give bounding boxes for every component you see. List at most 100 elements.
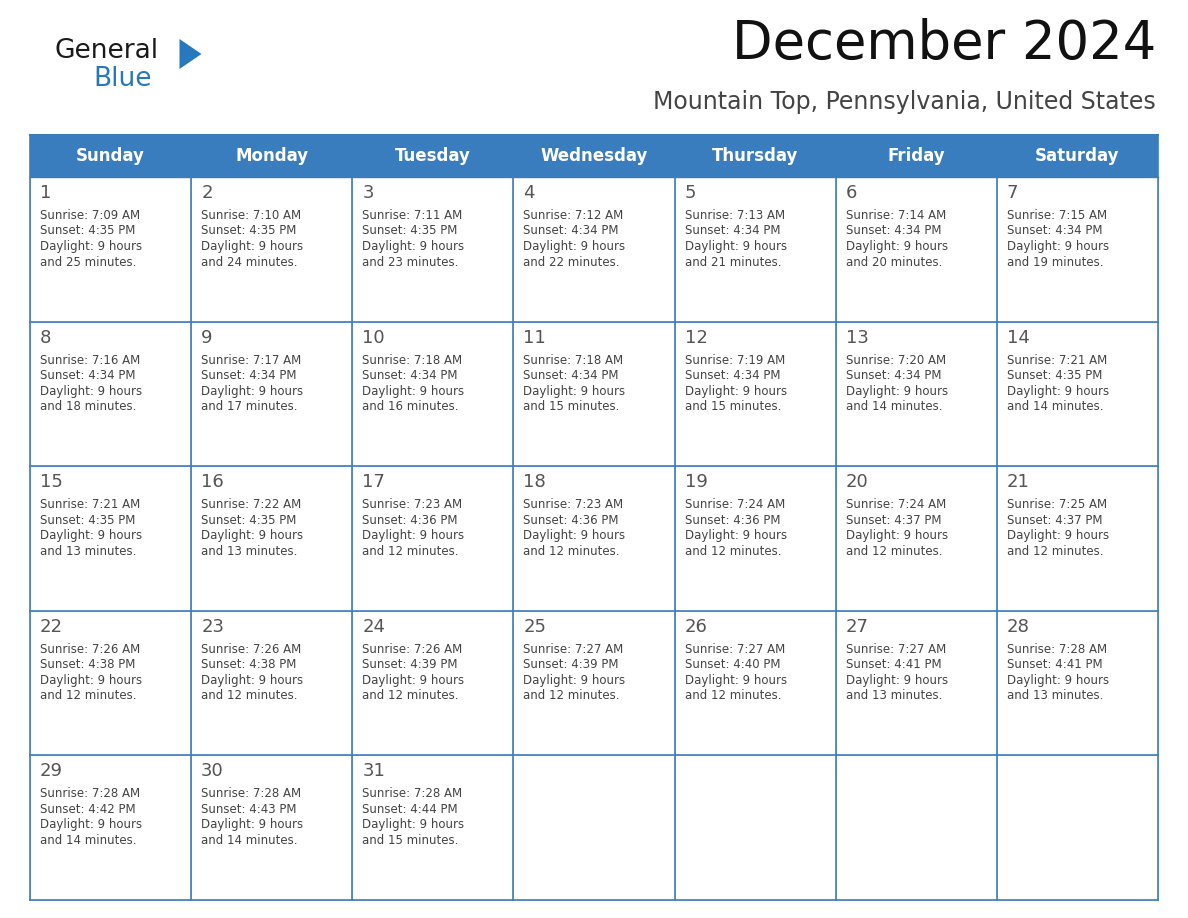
Text: and 14 minutes.: and 14 minutes. <box>846 400 942 413</box>
Text: Daylight: 9 hours: Daylight: 9 hours <box>1007 674 1108 687</box>
Text: and 12 minutes.: and 12 minutes. <box>40 689 137 702</box>
Text: and 12 minutes.: and 12 minutes. <box>684 689 781 702</box>
Text: and 12 minutes.: and 12 minutes. <box>1007 544 1104 558</box>
Text: Daylight: 9 hours: Daylight: 9 hours <box>40 819 143 832</box>
Text: Sunrise: 7:11 AM: Sunrise: 7:11 AM <box>362 209 462 222</box>
Text: Blue: Blue <box>93 66 152 92</box>
Text: 8: 8 <box>40 329 51 347</box>
Text: and 12 minutes.: and 12 minutes. <box>684 544 781 558</box>
Text: Sunset: 4:37 PM: Sunset: 4:37 PM <box>1007 514 1102 527</box>
Text: 29: 29 <box>40 763 63 780</box>
Polygon shape <box>179 39 202 69</box>
Text: Mountain Top, Pennsylvania, United States: Mountain Top, Pennsylvania, United State… <box>653 90 1156 114</box>
Text: Sunrise: 7:16 AM: Sunrise: 7:16 AM <box>40 353 140 366</box>
Text: and 21 minutes.: and 21 minutes. <box>684 255 781 268</box>
Text: Daylight: 9 hours: Daylight: 9 hours <box>684 529 786 543</box>
Text: Daylight: 9 hours: Daylight: 9 hours <box>684 240 786 253</box>
Text: 21: 21 <box>1007 473 1030 491</box>
Text: Daylight: 9 hours: Daylight: 9 hours <box>684 674 786 687</box>
Bar <box>835 466 997 610</box>
Bar <box>353 321 513 466</box>
Text: 9: 9 <box>201 329 213 347</box>
Text: Sunrise: 7:28 AM: Sunrise: 7:28 AM <box>362 788 462 800</box>
Text: Sunset: 4:35 PM: Sunset: 4:35 PM <box>201 225 297 238</box>
Bar <box>353 610 513 756</box>
Text: Sunrise: 7:09 AM: Sunrise: 7:09 AM <box>40 209 140 222</box>
Text: Daylight: 9 hours: Daylight: 9 hours <box>1007 385 1108 397</box>
Text: Sunset: 4:34 PM: Sunset: 4:34 PM <box>524 225 619 238</box>
Text: Friday: Friday <box>887 147 946 165</box>
Text: and 22 minutes.: and 22 minutes. <box>524 255 620 268</box>
Text: and 25 minutes.: and 25 minutes. <box>40 255 137 268</box>
Text: and 12 minutes.: and 12 minutes. <box>362 544 459 558</box>
Text: 22: 22 <box>40 618 63 636</box>
Text: Monday: Monday <box>235 147 308 165</box>
Text: Sunrise: 7:28 AM: Sunrise: 7:28 AM <box>40 788 140 800</box>
Text: Sunrise: 7:23 AM: Sunrise: 7:23 AM <box>362 498 462 511</box>
Text: 18: 18 <box>524 473 546 491</box>
Text: and 13 minutes.: and 13 minutes. <box>40 544 137 558</box>
Text: Sunrise: 7:28 AM: Sunrise: 7:28 AM <box>1007 643 1107 655</box>
Text: Sunset: 4:35 PM: Sunset: 4:35 PM <box>201 514 297 527</box>
Text: Sunrise: 7:26 AM: Sunrise: 7:26 AM <box>201 643 302 655</box>
Bar <box>675 756 835 900</box>
Text: Sunrise: 7:21 AM: Sunrise: 7:21 AM <box>40 498 140 511</box>
Text: Sunset: 4:35 PM: Sunset: 4:35 PM <box>40 225 135 238</box>
Text: Sunset: 4:36 PM: Sunset: 4:36 PM <box>524 514 619 527</box>
Text: Daylight: 9 hours: Daylight: 9 hours <box>362 240 465 253</box>
Bar <box>513 135 675 177</box>
Text: and 15 minutes.: and 15 minutes. <box>524 400 620 413</box>
Text: Sunset: 4:34 PM: Sunset: 4:34 PM <box>846 225 941 238</box>
Text: Sunset: 4:35 PM: Sunset: 4:35 PM <box>40 514 135 527</box>
Text: Sunrise: 7:23 AM: Sunrise: 7:23 AM <box>524 498 624 511</box>
Text: Daylight: 9 hours: Daylight: 9 hours <box>362 385 465 397</box>
Text: Sunset: 4:35 PM: Sunset: 4:35 PM <box>362 225 457 238</box>
Text: Sunrise: 7:18 AM: Sunrise: 7:18 AM <box>524 353 624 366</box>
Text: Sunset: 4:40 PM: Sunset: 4:40 PM <box>684 658 781 671</box>
Text: and 20 minutes.: and 20 minutes. <box>846 255 942 268</box>
Text: Sunrise: 7:26 AM: Sunrise: 7:26 AM <box>40 643 140 655</box>
Text: Daylight: 9 hours: Daylight: 9 hours <box>201 529 303 543</box>
Text: Daylight: 9 hours: Daylight: 9 hours <box>40 529 143 543</box>
Bar <box>835 321 997 466</box>
Text: Daylight: 9 hours: Daylight: 9 hours <box>684 385 786 397</box>
Bar <box>353 756 513 900</box>
Text: Sunset: 4:34 PM: Sunset: 4:34 PM <box>40 369 135 382</box>
Bar <box>835 135 997 177</box>
Text: Sunset: 4:34 PM: Sunset: 4:34 PM <box>524 369 619 382</box>
Text: Sunrise: 7:14 AM: Sunrise: 7:14 AM <box>846 209 946 222</box>
Text: Sunrise: 7:27 AM: Sunrise: 7:27 AM <box>846 643 946 655</box>
Text: 19: 19 <box>684 473 707 491</box>
Bar <box>675 610 835 756</box>
Bar <box>30 321 191 466</box>
Text: Sunset: 4:41 PM: Sunset: 4:41 PM <box>1007 658 1102 671</box>
Text: Sunset: 4:41 PM: Sunset: 4:41 PM <box>846 658 941 671</box>
Bar <box>513 466 675 610</box>
Text: Sunday: Sunday <box>76 147 145 165</box>
Text: 14: 14 <box>1007 329 1030 347</box>
Text: Sunset: 4:37 PM: Sunset: 4:37 PM <box>846 514 941 527</box>
Text: and 14 minutes.: and 14 minutes. <box>40 834 137 847</box>
Text: 11: 11 <box>524 329 546 347</box>
Bar <box>30 135 191 177</box>
Text: Sunrise: 7:26 AM: Sunrise: 7:26 AM <box>362 643 462 655</box>
Text: 26: 26 <box>684 618 707 636</box>
Bar <box>835 610 997 756</box>
Text: and 12 minutes.: and 12 minutes. <box>524 544 620 558</box>
Text: Daylight: 9 hours: Daylight: 9 hours <box>846 674 948 687</box>
Bar <box>997 466 1158 610</box>
Text: Daylight: 9 hours: Daylight: 9 hours <box>846 385 948 397</box>
Bar <box>353 177 513 321</box>
Text: Sunrise: 7:13 AM: Sunrise: 7:13 AM <box>684 209 785 222</box>
Text: 30: 30 <box>201 763 223 780</box>
Text: Sunset: 4:36 PM: Sunset: 4:36 PM <box>684 514 781 527</box>
Text: 24: 24 <box>362 618 385 636</box>
Bar <box>191 321 353 466</box>
Text: Sunrise: 7:17 AM: Sunrise: 7:17 AM <box>201 353 302 366</box>
Text: and 12 minutes.: and 12 minutes. <box>524 689 620 702</box>
Text: Sunset: 4:34 PM: Sunset: 4:34 PM <box>362 369 457 382</box>
Text: and 17 minutes.: and 17 minutes. <box>201 400 298 413</box>
Bar <box>353 135 513 177</box>
Text: Daylight: 9 hours: Daylight: 9 hours <box>524 529 626 543</box>
Text: and 15 minutes.: and 15 minutes. <box>684 400 781 413</box>
